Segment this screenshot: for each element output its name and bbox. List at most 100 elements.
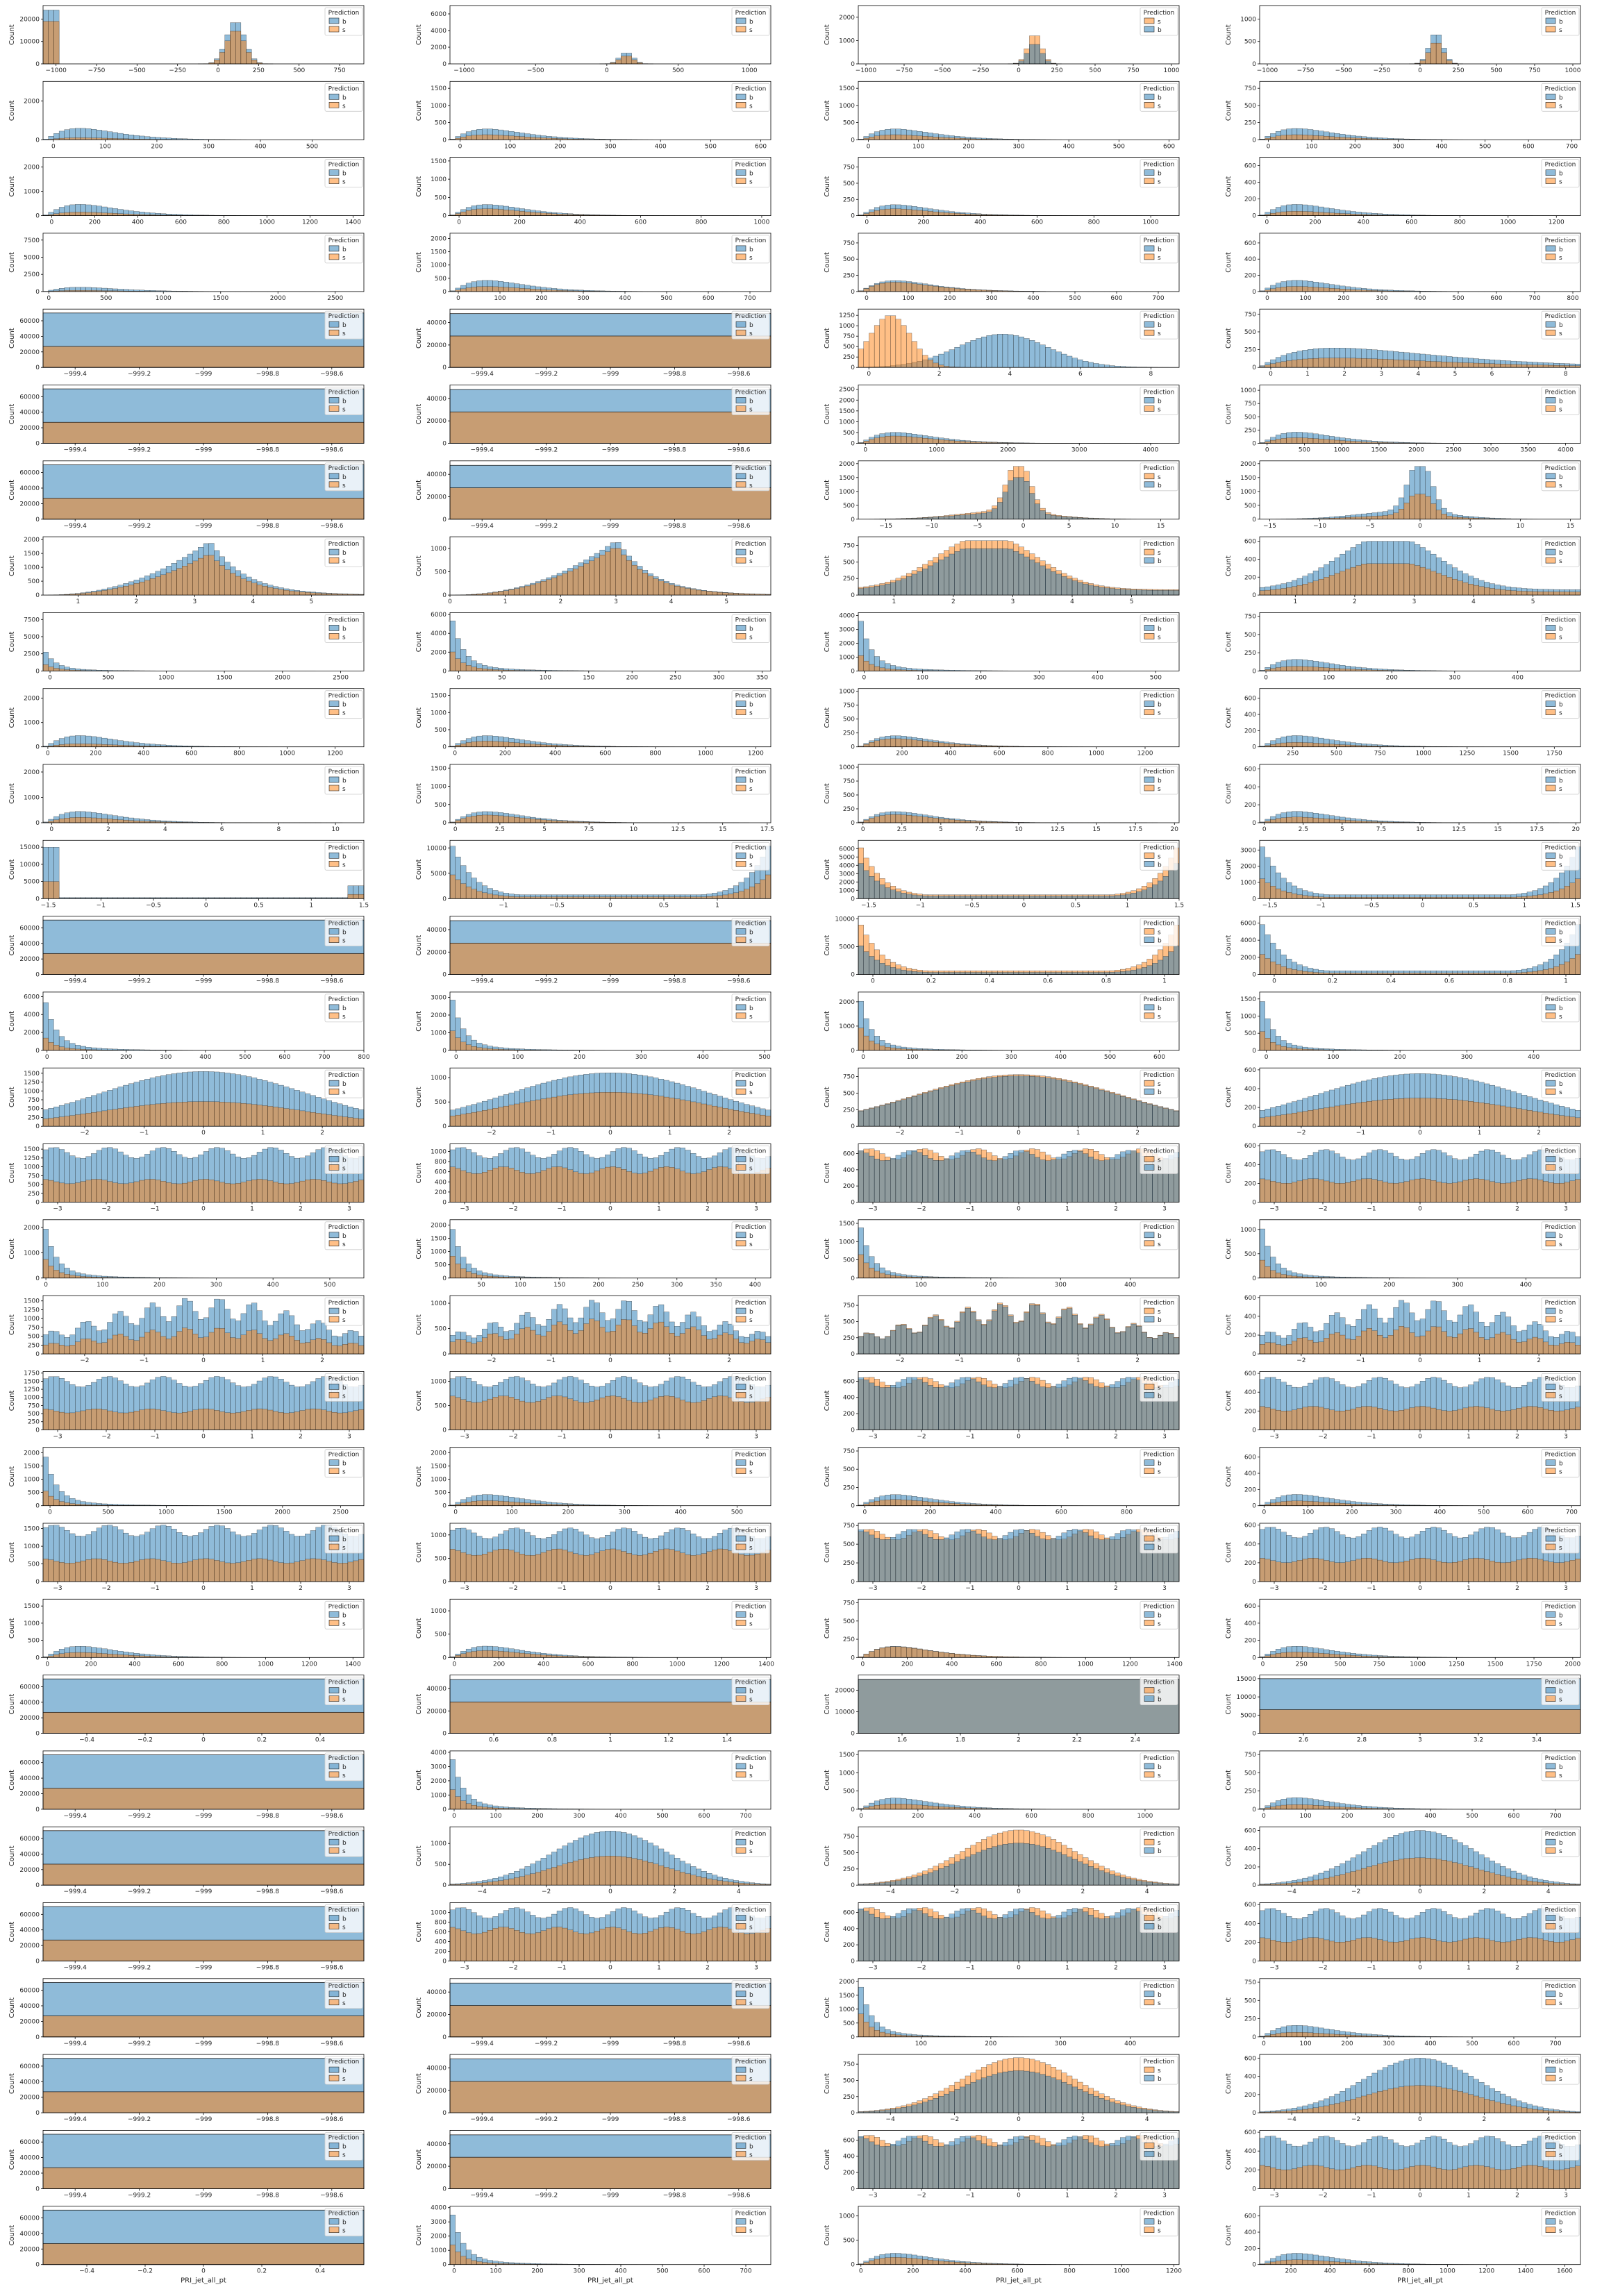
histogram-bar-b — [1046, 569, 1051, 595]
histogram-bar-s — [531, 585, 536, 595]
x-tick-label: 0 — [1418, 67, 1422, 74]
histogram-bar-s — [472, 135, 477, 140]
x-tick-label: 100 — [912, 143, 924, 150]
y-axis-label: Count — [824, 631, 831, 652]
histogram-bar-s — [728, 593, 733, 595]
legend-swatch-s — [1546, 254, 1555, 260]
legend-label: s — [1158, 550, 1161, 557]
y-tick-label: 0 — [35, 61, 40, 68]
x-tick-label: 200 — [1349, 143, 1361, 150]
legend-title: Prediction — [735, 541, 767, 548]
histogram-bar-s — [241, 41, 247, 64]
legend-swatch-s — [736, 330, 746, 335]
histogram-bar-s — [869, 664, 874, 671]
legend-swatch-b — [1546, 170, 1555, 176]
x-tick-label: 4000 — [1142, 447, 1158, 454]
histogram-bar-s — [1313, 212, 1319, 215]
histogram-bar-s — [1463, 583, 1469, 595]
legend-swatch-s — [1546, 330, 1555, 335]
y-axis-label: Count — [415, 631, 423, 652]
histogram-bar-s — [1340, 358, 1346, 368]
legend-label: s — [342, 255, 346, 262]
histogram-bar-s — [621, 555, 626, 595]
histogram-bar-s — [289, 591, 294, 595]
histogram-bar-b — [1067, 517, 1072, 519]
histogram-panel: 0 200 400 600 800 1000 1200010002000CountPredi… — [8, 689, 364, 757]
x-tick-label: 1 — [892, 598, 896, 605]
histogram-bar-s — [1276, 136, 1281, 140]
y-tick-label: 750 — [1244, 311, 1256, 318]
histogram-bar-s — [1345, 290, 1351, 292]
y-tick-label: 1000 — [839, 103, 855, 110]
x-tick-label: 1200 — [748, 751, 764, 757]
histogram-bar-s — [1554, 592, 1560, 595]
histogram-bar-s — [885, 436, 891, 443]
x-tick-label: 1 — [503, 598, 508, 605]
y-tick-label: 2000 — [839, 397, 855, 404]
y-tick-label: 1000 — [839, 419, 855, 426]
legend-swatch-s — [1546, 26, 1555, 32]
histogram-bar-s — [906, 210, 912, 216]
histogram-bar-s — [140, 582, 145, 595]
histogram-bar-b — [1008, 549, 1014, 595]
y-tick-label: 500 — [843, 503, 855, 510]
legend-swatch-b — [736, 246, 746, 251]
x-tick-label: 0 — [48, 674, 52, 681]
histogram-bar-s — [1361, 358, 1367, 367]
histogram-bar-s — [53, 22, 59, 64]
legend-label: s — [749, 634, 753, 641]
legend-label: b — [749, 19, 753, 26]
histogram-panel: 0 200 400 600 800 10000250500750CountPredicti… — [824, 158, 1179, 226]
x-tick-label: 500 — [660, 295, 672, 302]
x-tick-label: −10 — [1313, 523, 1326, 530]
legend-swatch-s — [736, 710, 746, 715]
y-axis-label: Count — [1225, 252, 1233, 273]
axes-frame — [43, 233, 364, 292]
histogram-bar-s — [955, 441, 960, 443]
histogram-bar-b — [1174, 590, 1179, 595]
y-tick-label: 2000 — [431, 236, 447, 243]
y-axis-label: Count — [824, 252, 831, 273]
x-tick-label: 200 — [1309, 219, 1321, 226]
histogram-bar-s — [1533, 592, 1538, 595]
x-tick-label: 1000 — [1565, 67, 1581, 74]
legend-label: b — [749, 171, 753, 178]
x-tick-label: −998.6 — [727, 523, 751, 530]
histogram-bar-s — [626, 560, 632, 595]
histogram-bar-s — [917, 349, 923, 368]
histogram-bar-b — [1072, 358, 1078, 368]
x-tick-label: 600 — [185, 751, 197, 757]
histogram-bar-b — [1115, 589, 1121, 595]
legend-label: b — [1559, 171, 1563, 178]
y-tick-label: 2000 — [24, 696, 40, 703]
legend-swatch-s — [329, 406, 339, 412]
histogram-panel: −999.4 −999.2 −999 −998.8 −998.602000040000C… — [415, 461, 771, 530]
histogram-bar-b — [1083, 584, 1088, 595]
x-tick-label: 3000 — [1483, 447, 1499, 454]
y-axis-label: Count — [824, 480, 831, 501]
legend-swatch-s — [329, 102, 339, 108]
histogram-bar-s — [472, 287, 477, 291]
y-tick-label: 4000 — [431, 630, 447, 637]
histogram-bar-s — [1287, 211, 1292, 215]
histogram-bar-s — [1281, 667, 1287, 671]
histogram-bar-b — [1104, 365, 1110, 367]
legend-label: b — [342, 550, 347, 557]
x-tick-label: 600 — [599, 751, 611, 757]
histogram-bar-s — [1313, 439, 1319, 444]
y-axis-label: Count — [824, 328, 831, 349]
legend-label: s — [1158, 330, 1161, 337]
legend-swatch-s — [1144, 102, 1154, 108]
histogram-bar-s — [1345, 669, 1351, 671]
x-tick-label: 4 — [1471, 598, 1476, 605]
x-tick-label: 1000 — [1164, 67, 1180, 74]
x-tick-label: 0 — [50, 219, 54, 226]
histogram-bar-b — [1013, 335, 1019, 367]
x-tick-label: 300 — [1392, 143, 1404, 150]
y-tick-label: 2000 — [839, 15, 855, 22]
x-tick-label: 800 — [1088, 219, 1100, 226]
histogram-bar-s — [939, 137, 944, 140]
histogram-bar-s — [107, 589, 112, 595]
x-tick-label: 6 — [1078, 371, 1083, 378]
histogram-bar-s — [1565, 592, 1570, 596]
